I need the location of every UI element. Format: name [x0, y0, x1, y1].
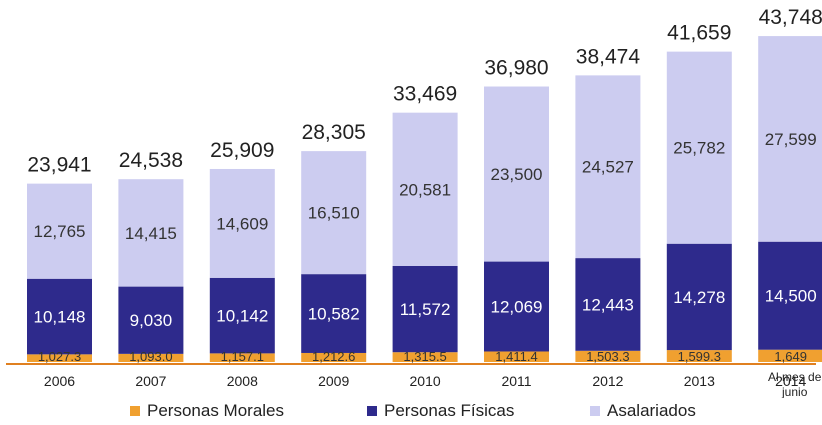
x-tick-label-2013: 2013 — [684, 373, 715, 389]
bar-segment-personas-morales-2006 — [27, 354, 92, 362]
bar-segment-personas-f-sicas-2011 — [484, 261, 549, 352]
bar-segment-personas-morales-2007 — [118, 353, 184, 362]
segment-label-personas-morales-2009: 1,212.6 — [312, 349, 355, 364]
bar-segment-personas-f-sicas-2006 — [27, 278, 92, 355]
segment-label-personas-f-sicas-2014: 14,500 — [765, 287, 817, 306]
segment-label-asalariados-2009: 16,510 — [308, 204, 360, 223]
total-label-2008: 25,909 — [210, 139, 274, 162]
total-label-2009: 28,305 — [302, 121, 366, 144]
category-note-line-1: Al mes de — [768, 370, 822, 384]
bar-segment-personas-f-sicas-2013 — [666, 243, 732, 351]
segment-label-personas-f-sicas-2006: 10,148 — [34, 308, 86, 327]
bar-segment-personas-morales-2014 — [758, 349, 822, 362]
bar-segment-personas-morales-2011 — [484, 351, 549, 362]
segment-label-personas-morales-2007: 1,093.0 — [129, 349, 172, 364]
segment-label-personas-morales-2012: 1,503.3 — [586, 349, 629, 364]
x-tick-label-2010: 2010 — [410, 373, 441, 389]
segment-label-personas-morales-2006: 1,027.3 — [38, 349, 81, 364]
bar-segment-asalariados-2014 — [758, 36, 822, 242]
total-label-2007: 24,538 — [119, 149, 183, 172]
segment-label-personas-f-sicas-2013: 14,278 — [673, 288, 725, 307]
total-label-2010: 33,469 — [393, 83, 457, 106]
x-tick-label-2008: 2008 — [227, 373, 258, 389]
segment-label-personas-morales-2013: 1,599.3 — [678, 349, 721, 364]
x-tick-label-2012: 2012 — [592, 373, 623, 389]
segment-label-personas-f-sicas-2007: 9,030 — [130, 311, 173, 330]
x-tick-label-2014: 2014 — [775, 373, 806, 389]
total-label-2006: 23,941 — [27, 154, 91, 177]
bar-segment-asalariados-2007 — [118, 179, 184, 287]
bar-segment-asalariados-2006 — [27, 183, 92, 279]
segment-label-asalariados-2012: 24,527 — [582, 158, 634, 177]
legend-swatch-personas-fisicas — [367, 406, 377, 416]
bar-segment-personas-f-sicas-2012 — [575, 258, 641, 351]
bar-segment-personas-f-sicas-2010 — [392, 265, 458, 353]
legend-item-personas-fisicas: Personas Físicas — [367, 398, 514, 424]
total-label-2014: 43,748 — [759, 6, 822, 29]
segment-label-personas-f-sicas-2011: 12,069 — [491, 298, 543, 317]
segment-label-asalariados-2013: 25,782 — [673, 139, 725, 158]
segment-label-personas-morales-2014: 1,649 — [774, 349, 807, 364]
x-tick-label-2007: 2007 — [135, 373, 166, 389]
total-label-2011: 36,980 — [484, 56, 548, 79]
segment-label-personas-morales-2010: 1,315.5 — [403, 349, 446, 364]
bar-segment-asalariados-2012 — [575, 75, 641, 259]
bar-segment-asalariados-2008 — [209, 168, 275, 278]
bar-segment-asalariados-2011 — [484, 86, 549, 262]
bar-segment-personas-morales-2009 — [301, 352, 367, 362]
legend-item-personas-morales: Personas Morales — [130, 398, 284, 424]
segment-label-asalariados-2006: 12,765 — [34, 222, 86, 241]
bar-segment-personas-f-sicas-2008 — [209, 277, 275, 354]
bar-segment-personas-morales-2012 — [575, 350, 641, 362]
stacked-bar-chart: 1,027.3 10,148 12,765 23,941 1,093.0 9,030 14,… — [6, 6, 822, 398]
segment-label-asalariados-2014: 27,599 — [765, 130, 817, 149]
legend-label-personas-morales: Personas Morales — [147, 401, 285, 420]
legend-label-personas-fisicas: Personas Físicas — [384, 401, 515, 420]
legend-swatch-personas-morales — [130, 406, 140, 416]
segment-label-personas-f-sicas-2008: 10,142 — [216, 307, 268, 326]
bar-segment-personas-f-sicas-2007 — [118, 286, 184, 354]
category-note-line-2: junio — [781, 385, 808, 398]
segment-label-asalariados-2010: 20,581 — [399, 180, 451, 199]
segment-label-personas-f-sicas-2010: 11,572 — [400, 300, 451, 319]
segment-label-asalariados-2011: 23,500 — [491, 165, 543, 184]
segment-label-asalariados-2008: 14,609 — [216, 214, 268, 233]
segment-label-personas-f-sicas-2009: 10,582 — [308, 305, 360, 324]
bar-segment-personas-f-sicas-2014 — [758, 241, 822, 350]
bar-segment-asalariados-2010 — [392, 112, 458, 266]
bar-segment-personas-f-sicas-2009 — [301, 274, 367, 353]
labels-group: 1,027.3 10,148 12,765 23,941 1,093.0 9,030 14,… — [27, 6, 822, 364]
total-label-2012: 38,474 — [576, 45, 641, 68]
bar-segment-personas-morales-2008 — [209, 353, 275, 362]
legend: Personas Morales Personas Físicas Asalar… — [0, 398, 822, 424]
segment-label-personas-f-sicas-2012: 12,443 — [582, 295, 634, 314]
bar-segment-personas-morales-2010 — [392, 352, 458, 362]
bar-segment-asalariados-2009 — [301, 151, 367, 275]
segment-label-asalariados-2007: 14,415 — [125, 224, 177, 243]
segment-label-personas-morales-2008: 1,157.1 — [221, 349, 264, 364]
legend-swatch-asalariados — [590, 406, 600, 416]
legend-label-asalariados: Asalariados — [607, 401, 696, 420]
segment-label-personas-morales-2011: 1,411.4 — [495, 349, 537, 364]
x-tick-label-2006: 2006 — [44, 373, 75, 389]
total-label-2013: 41,659 — [667, 22, 731, 45]
bars-group — [27, 36, 822, 362]
legend-item-asalariados: Asalariados — [590, 398, 696, 424]
bar-segment-personas-morales-2013 — [666, 350, 732, 362]
x-tick-label-2011: 2011 — [501, 373, 531, 389]
bar-segment-asalariados-2013 — [666, 51, 732, 244]
x-tick-label-2009: 2009 — [318, 373, 349, 389]
